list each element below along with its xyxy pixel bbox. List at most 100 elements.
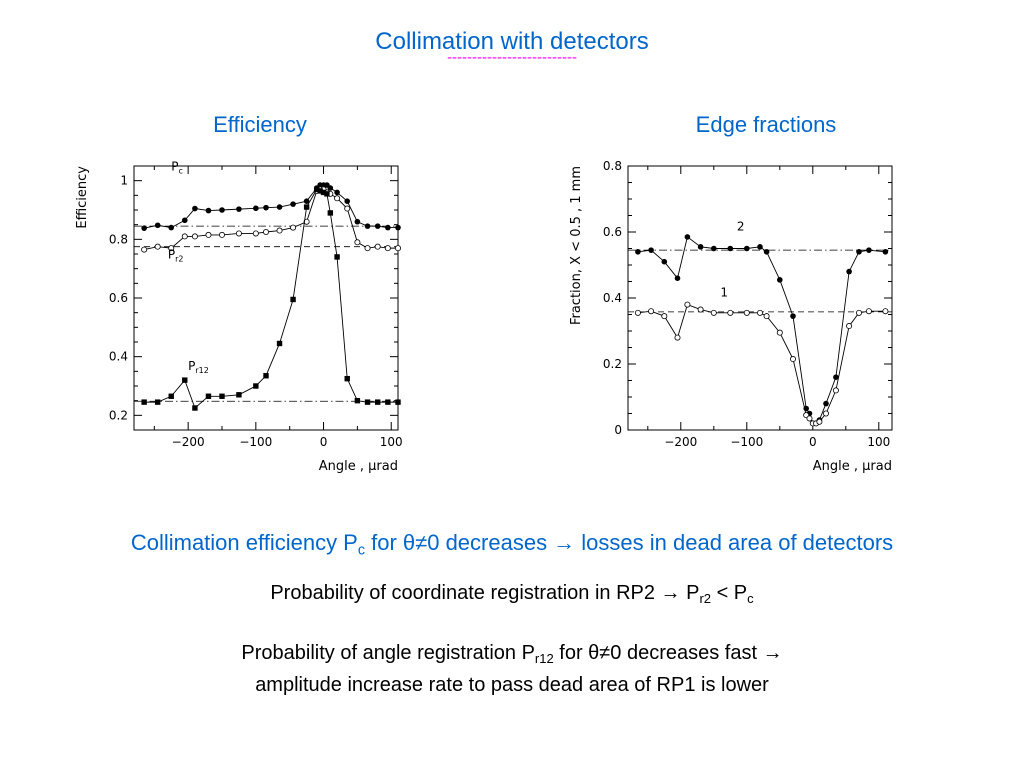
chart0-series-Pr2-point <box>262 229 269 236</box>
chart1-series-2-line <box>637 236 886 424</box>
chart0-series-Pc-point <box>327 185 334 191</box>
chart1-series-2-point <box>866 247 872 253</box>
chart0-series-Pc-point <box>236 206 242 212</box>
chart0-ylabel: Efficiency <box>75 166 90 229</box>
chart0-series-Pc-point <box>385 224 391 231</box>
chart1-ylabel: Fraction, X < 0.5 , 1 mm <box>569 166 584 325</box>
line1-text-b: for θ≠0 decreases → losses in dead area … <box>365 530 894 555</box>
chart0-series-Pr12-point <box>141 399 147 405</box>
chart1-series-1-point <box>756 309 763 316</box>
chart1-xlabel: Angle , μrad <box>813 459 892 474</box>
chart0-series-Pc-point <box>219 207 225 213</box>
chart0-xtick-label: −100 <box>239 435 272 449</box>
chart0-series-Pr2-point <box>334 195 341 202</box>
chart0-series-Pr12-point <box>327 210 334 216</box>
chart0-ytick-label: 1 <box>120 174 128 188</box>
chart0-series-Pc-point <box>205 207 212 214</box>
chart0-series-Pr12-point <box>154 399 161 405</box>
chart1-series-2-point <box>727 245 734 252</box>
chart0-series-Pr12-point <box>314 186 320 193</box>
chart1-series-2-point <box>882 249 889 255</box>
chart1-series-2-point <box>711 245 717 252</box>
chart1-ytick-label: 0.8 <box>603 159 622 173</box>
chart0-series-Pr12-point <box>168 393 174 399</box>
line2-subscript-2: c <box>747 590 754 606</box>
chart0-series-Pc-point <box>141 225 147 231</box>
chart1-series-2-point <box>757 244 763 250</box>
line2-text-b: < P <box>711 582 748 604</box>
chart0-xtick-label: 100 <box>380 435 403 449</box>
conclusion-line-2: Probability of coordinate registration i… <box>0 582 1024 606</box>
chart0-series-Pc-point <box>168 224 175 231</box>
chart0-series-Pr2-point <box>374 243 381 250</box>
efficiency-caption: Efficiency <box>213 112 307 137</box>
conclusion-line-3: Probability of angle registration Pr12 f… <box>0 642 1024 666</box>
chart1-series-1-point <box>661 313 668 320</box>
chart1-series-1-point <box>743 309 750 316</box>
chart1-series-1-point <box>806 415 813 422</box>
chart1-series-1-point <box>865 308 872 315</box>
chart1-xtick-label: 100 <box>867 435 890 449</box>
chart0-series-Pc-point <box>290 201 296 207</box>
chart0-series-Pr12-point <box>276 340 283 347</box>
chart1-series-1-point <box>727 309 734 316</box>
chart0-series-Pc-point <box>334 189 340 196</box>
chart0-series-Pr12-point <box>192 405 198 411</box>
chart0-series-Pr2-point <box>205 231 212 238</box>
chart1-series-1-point <box>816 418 823 425</box>
chart1-series-1-point <box>855 309 862 316</box>
chart0-series-Pr12-point <box>385 399 391 405</box>
chart0-series-Pr12-point <box>219 393 225 399</box>
chart0-series-Pr2-point <box>252 230 259 237</box>
chart0-series-Pc-label: Pc <box>171 159 183 175</box>
chart1-ytick-label: 0.6 <box>603 225 622 239</box>
chart1-series-2-point <box>661 258 668 265</box>
chart0-series-Pc-point <box>344 198 351 204</box>
chart0-series-Pr2-point <box>354 239 361 246</box>
chart0-series-Pr2-point <box>364 245 371 252</box>
chart1-xtick-label: −100 <box>730 435 763 449</box>
chart0-series-Pc-point <box>395 224 401 231</box>
chart0-series-Pr12-point <box>344 375 350 382</box>
chart0-series-Pr12-point <box>324 191 330 197</box>
chart1-series-1-point <box>710 309 717 316</box>
chart0-series-Pr2-point <box>191 233 198 240</box>
line1-subscript: c <box>357 542 366 559</box>
chart0-series-Pc-point <box>374 223 381 229</box>
line2-subscript-1: r2 <box>699 590 712 606</box>
chart0-series-Pr12-point <box>236 392 242 398</box>
chart0-series-Pc-point <box>181 217 188 224</box>
chart1-series-2-point <box>846 268 852 275</box>
chart1-series-1-point <box>697 306 704 313</box>
chart0-series-Pr2-point <box>394 245 401 252</box>
chart0-series-Pr12-point <box>320 189 327 196</box>
line3-text-b: for θ≠0 decreases fast → <box>553 642 783 664</box>
efficiency-chart: 0.2 0.4 0.6 0.8 1 −200 −100 0 100 Angle , μrad Eff… <box>75 159 403 474</box>
chart1-ytick-label: 0.4 <box>603 291 622 305</box>
chart0-ytick-label: 0.8 <box>109 232 128 246</box>
chart0-series-Pr2-point <box>290 224 297 231</box>
chart1-series-2-point <box>684 234 691 240</box>
line1-text-a: Collimation efficiency P <box>130 530 358 555</box>
chart0-series-Pr12-point <box>374 399 381 405</box>
chart0-series-Pr12-point <box>253 383 259 389</box>
chart0-series-Pr2-point <box>344 205 351 212</box>
chart1-series-1-point <box>684 301 691 308</box>
chart1-series-2-point <box>833 374 839 380</box>
chart0-xtick-label: −200 <box>172 435 205 449</box>
chart0-series-Pc-point <box>303 198 310 204</box>
chart1-series-2-point <box>744 245 750 252</box>
slide-title: Collimation with detectors <box>375 28 649 55</box>
chart1-ytick-label: 0 <box>614 423 622 437</box>
chart0-series-Pr2-point <box>168 245 175 252</box>
chart1-series-1-point <box>776 329 783 336</box>
chart0-series-Pr12-point <box>334 254 340 260</box>
chart1-series-2-point <box>648 247 654 253</box>
chart1-series-2-point <box>856 249 862 255</box>
chart0-series-Pc-point <box>354 218 361 225</box>
chart1-series-2-point <box>674 275 681 281</box>
line3-subscript: r12 <box>534 650 554 666</box>
chart0-series-Pr12-point <box>395 399 401 405</box>
chart0-xlabel: Angle , μrad <box>319 459 398 474</box>
chart1-xtick-label: −200 <box>664 435 697 449</box>
